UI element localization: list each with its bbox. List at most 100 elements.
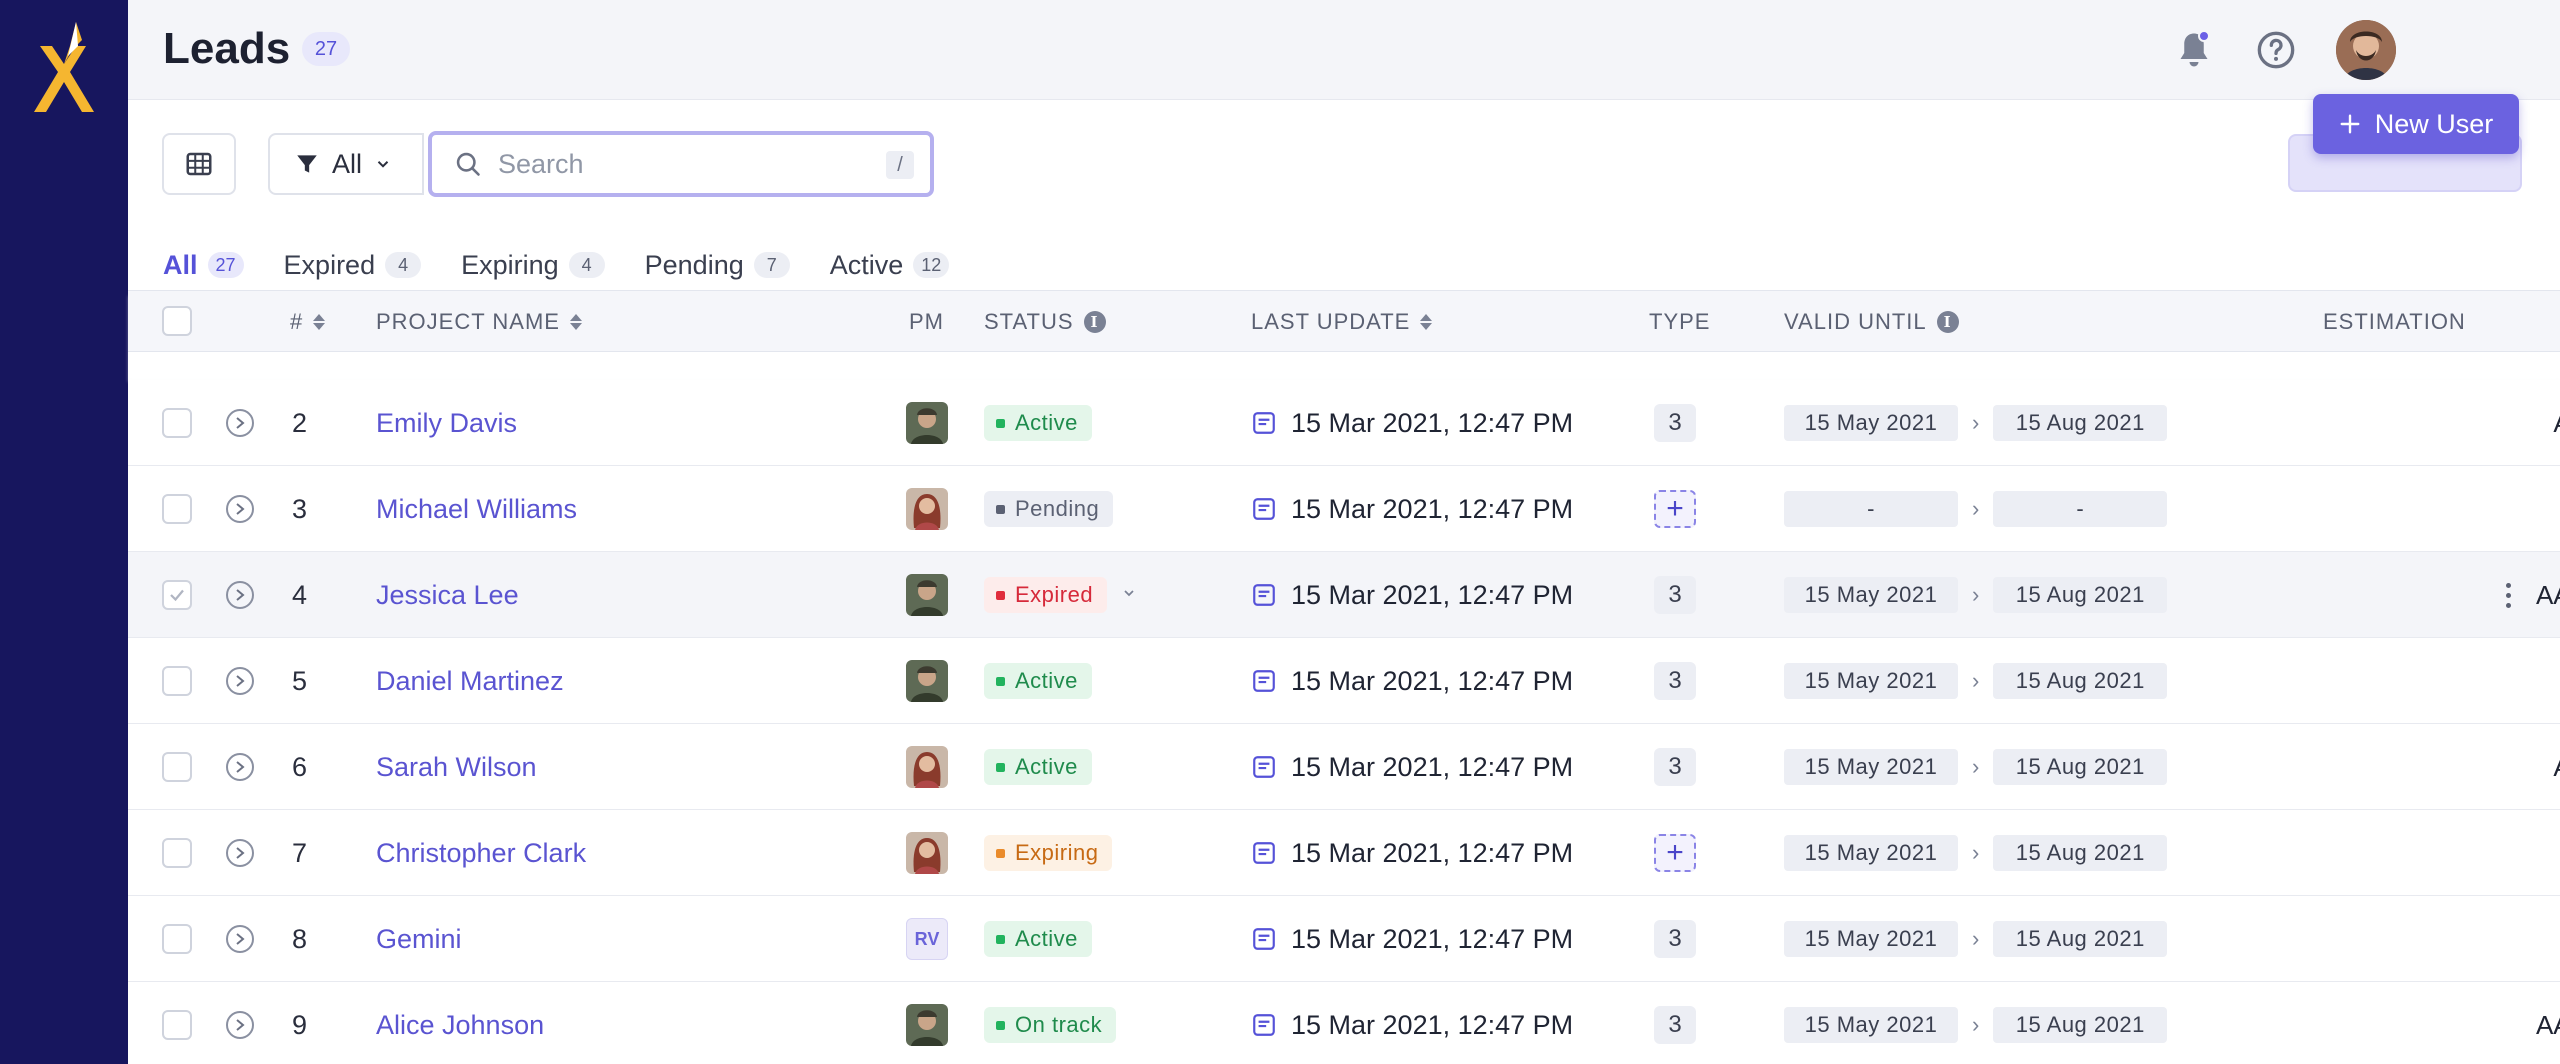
- expand-row-icon[interactable]: [226, 495, 254, 523]
- search-box[interactable]: /: [428, 131, 934, 197]
- page-header: Leads 27: [128, 0, 2560, 100]
- project-name-link[interactable]: Daniel Martinez: [376, 665, 564, 696]
- tab-count: 4: [385, 252, 422, 278]
- chevron-down-icon: [377, 161, 389, 168]
- pm-avatar[interactable]: [906, 832, 948, 874]
- plus-icon: [2340, 114, 2360, 134]
- add-type-button[interactable]: +: [1654, 490, 1696, 528]
- row-checkbox[interactable]: [162, 924, 192, 954]
- help-icon[interactable]: [2250, 24, 2302, 76]
- status-badge: Active: [984, 663, 1092, 699]
- tab-count: 27: [207, 252, 244, 278]
- chevron-right-icon: ›: [1972, 582, 1980, 607]
- expand-row-icon[interactable]: [226, 839, 254, 867]
- table-row[interactable]: 3 Michael Williams Pending 15 Mar 2021, …: [128, 466, 2560, 552]
- table-grid-icon: [186, 152, 212, 176]
- expand-row-icon[interactable]: [226, 753, 254, 781]
- tab-active[interactable]: Active 12: [830, 240, 950, 290]
- row-checkbox[interactable]: [162, 838, 192, 868]
- tab-expired[interactable]: Expired 4: [284, 240, 422, 290]
- column-type: TYPE: [1649, 309, 1710, 335]
- more-actions-icon[interactable]: [2506, 582, 2511, 608]
- tab-expiring[interactable]: Expiring 4: [461, 240, 605, 290]
- tab-pending[interactable]: Pending 7: [645, 240, 790, 290]
- notification-bell-icon[interactable]: [2168, 24, 2220, 76]
- valid-to-date: 15 Aug 2021: [1993, 577, 2168, 613]
- table-row[interactable]: 8 Gemini RV Active 15 Mar 2021, 12:47 PM…: [128, 896, 2560, 982]
- table-row[interactable]: 6 Sarah Wilson Active 15 Mar 2021, 12:47…: [128, 724, 2560, 810]
- status-label: Expired: [1015, 582, 1094, 607]
- row-checkbox[interactable]: [162, 408, 192, 438]
- type-badge: 3: [1654, 662, 1696, 700]
- tab-label: All: [163, 249, 198, 280]
- estimation-value: AA: [2468, 380, 2560, 466]
- row-checkbox[interactable]: [162, 494, 192, 524]
- project-name-link[interactable]: Sarah Wilson: [376, 751, 537, 782]
- valid-from-date: 15 May 2021: [1784, 663, 1958, 699]
- project-name-link[interactable]: Michael Williams: [376, 493, 578, 524]
- pm-avatar[interactable]: [906, 746, 948, 788]
- row-checkbox-checked[interactable]: [162, 580, 192, 610]
- column-estimation: ESTIMATION: [2323, 309, 2466, 335]
- valid-from-date: 15 May 2021: [1784, 577, 1958, 613]
- add-type-button[interactable]: +: [1654, 834, 1696, 872]
- column-valid-until: VALID UNTIL i: [1784, 309, 1959, 335]
- table-row-selected[interactable]: 4 Jessica Lee Expired 15 Mar 2021, 12:47…: [128, 552, 2560, 638]
- estimation-value: -: [2468, 810, 2560, 896]
- table-row[interactable]: 2 Emily Davis Active 15 Mar 2021, 12:47 …: [128, 380, 2560, 466]
- select-all-checkbox[interactable]: [162, 306, 192, 336]
- status-label: On track: [1015, 1012, 1103, 1037]
- column-number[interactable]: #: [290, 309, 326, 335]
- table-row[interactable]: 5 Daniel Martinez Active 15 Mar 2021, 12…: [128, 638, 2560, 724]
- project-name-link[interactable]: Emily Davis: [376, 407, 518, 438]
- valid-to-date: 15 Aug 2021: [1993, 663, 2168, 699]
- project-name-link[interactable]: Jessica Lee: [376, 579, 519, 610]
- search-input[interactable]: [498, 148, 858, 180]
- table-view-button[interactable]: [162, 133, 236, 195]
- note-icon: [1253, 756, 1275, 778]
- row-checkbox[interactable]: [162, 1010, 192, 1040]
- tab-label: Active: [829, 249, 904, 280]
- expand-row-icon[interactable]: [226, 925, 254, 953]
- valid-from-date: 15 May 2021: [1784, 749, 1958, 785]
- chevron-right-icon: ›: [1972, 926, 1980, 951]
- pm-avatar[interactable]: [906, 1004, 948, 1046]
- project-name-link[interactable]: Christopher Clark: [376, 837, 587, 868]
- pm-avatar[interactable]: [906, 660, 948, 702]
- table-row[interactable]: 7 Christopher Clark Expiring 15 Mar 2021…: [128, 810, 2560, 896]
- project-name-link[interactable]: Gemini: [376, 923, 462, 954]
- new-user-button[interactable]: New User: [2313, 94, 2519, 154]
- project-name-link[interactable]: Alice Johnson: [376, 1009, 545, 1040]
- tab-count: 7: [753, 252, 790, 278]
- column-last-update[interactable]: LAST UPDATE: [1251, 309, 1433, 335]
- pm-avatar[interactable]: [906, 402, 948, 444]
- filter-dropdown[interactable]: All: [268, 133, 424, 195]
- last-update: 15 Mar 2021, 12:47 PM: [1291, 407, 1574, 438]
- tab-all[interactable]: All 27: [163, 240, 244, 294]
- user-avatar[interactable]: [2336, 20, 2396, 80]
- pm-avatar[interactable]: [906, 488, 948, 530]
- info-icon[interactable]: i: [1936, 311, 1959, 333]
- app-logo[interactable]: [24, 16, 104, 120]
- sort-icon: [1420, 314, 1433, 330]
- column-label: PROJECT NAME: [376, 309, 560, 334]
- expand-row-icon[interactable]: [226, 667, 254, 695]
- row-checkbox[interactable]: [162, 752, 192, 782]
- info-icon[interactable]: i: [1083, 311, 1106, 333]
- valid-from-date: 15 May 2021: [1784, 1007, 1958, 1043]
- column-project-name[interactable]: PROJECT NAME: [376, 309, 582, 335]
- table-row[interactable]: 9 Alice Johnson On track 15 Mar 2021, 12…: [128, 982, 2560, 1064]
- pm-avatar[interactable]: [906, 574, 948, 616]
- expand-row-icon[interactable]: [226, 409, 254, 437]
- chevron-down-icon[interactable]: [1121, 585, 1137, 606]
- page-title: Leads: [163, 24, 291, 73]
- expand-row-icon[interactable]: [226, 1011, 254, 1039]
- chevron-right-icon: ›: [1972, 668, 1980, 693]
- status-badge: On track: [984, 1007, 1117, 1043]
- expand-row-icon[interactable]: [226, 581, 254, 609]
- status-badge[interactable]: Expired: [984, 577, 1108, 613]
- estimation-value: -: [2468, 466, 2560, 552]
- pm-initials-avatar[interactable]: RV: [906, 918, 948, 960]
- note-icon: [1253, 412, 1275, 434]
- row-checkbox[interactable]: [162, 666, 192, 696]
